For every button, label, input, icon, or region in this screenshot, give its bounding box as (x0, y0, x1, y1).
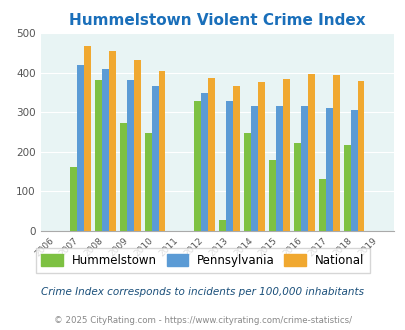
Bar (70, 167, 77, 231)
Bar (257, 82, 264, 231)
Bar (201, 93, 208, 231)
Bar (95, 80, 102, 231)
Bar (102, 69, 109, 231)
Bar (119, 123, 126, 231)
Bar (144, 133, 151, 231)
Bar (226, 101, 232, 231)
Bar (126, 80, 133, 231)
Bar (357, 81, 364, 231)
Bar (219, 220, 226, 231)
Bar (77, 65, 84, 231)
Bar (318, 179, 325, 231)
Bar (325, 108, 332, 231)
Bar (109, 51, 115, 231)
Legend: Hummelstown, Pennsylvania, National: Hummelstown, Pennsylvania, National (36, 248, 369, 273)
Bar (268, 160, 275, 231)
Bar (350, 110, 357, 231)
Bar (133, 60, 140, 231)
Bar (282, 79, 289, 231)
Bar (343, 145, 350, 231)
Bar (332, 75, 339, 231)
Bar (243, 133, 250, 231)
Bar (151, 86, 158, 231)
Bar (158, 71, 165, 231)
Bar (307, 74, 314, 231)
Bar (208, 78, 215, 231)
Bar (84, 46, 91, 231)
Text: Crime Index corresponds to incidents per 100,000 inhabitants: Crime Index corresponds to incidents per… (41, 287, 364, 297)
Bar (232, 86, 239, 231)
Bar (300, 106, 307, 231)
Title: Hummelstown Violent Crime Index: Hummelstown Violent Crime Index (69, 13, 364, 28)
Bar (275, 106, 282, 231)
Bar (250, 106, 257, 231)
Bar (293, 144, 300, 231)
Text: © 2025 CityRating.com - https://www.cityrating.com/crime-statistics/: © 2025 CityRating.com - https://www.city… (54, 315, 351, 325)
Bar (194, 101, 201, 231)
